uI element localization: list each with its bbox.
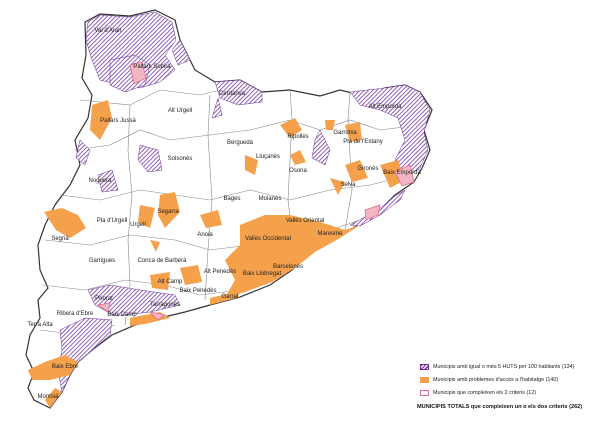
label-baix-camp: Baix Camp [107, 312, 137, 318]
label-val-daran: Val d'Aran [94, 28, 121, 34]
label-llucanes: Lluçanès [256, 154, 280, 160]
label-garraf: Garraf [221, 294, 238, 300]
region-labels: Val d'Aran Pallars Sobirà Alt Urgell Cer… [27, 28, 421, 400]
label-pla-durgell: Pla d'Urgell [97, 218, 128, 224]
legend-item-both: Municipis que compleixen els 2 criteris … [420, 386, 605, 399]
label-urgell: Urgell [130, 222, 146, 228]
label-ripolles: Ripollès [287, 134, 308, 140]
label-barcelones: Barcelonès [273, 264, 303, 270]
pink-outline-swatch-icon [420, 389, 429, 396]
label-alt-penedes: Alt Penedès [204, 269, 236, 275]
label-anoia: Anoia [197, 232, 213, 238]
label-garrotxa: Garrotxa [333, 130, 357, 136]
label-alt-urgell: Alt Urgell [168, 108, 192, 114]
label-pallars-sobira: Pallars Sobirà [133, 64, 171, 70]
label-pallars-jussa: Pallars Jussà [100, 118, 136, 124]
huts-regions [57, 11, 431, 393]
label-baix-emporda: Baix Empordà [383, 170, 421, 176]
label-valles-oriental: Vallès Oriental [286, 218, 325, 224]
map-legend: Municipis amb igual o més 5 HUTS per 100… [417, 360, 605, 410]
legend-label-both: Municipis que compleixen els 2 criteris … [433, 389, 537, 396]
label-solsones: Solsonès [168, 156, 193, 162]
label-osona: Osona [289, 168, 307, 174]
label-alt-emporda: Alt Empordà [368, 104, 402, 110]
label-garrigues: Garrigues [89, 258, 115, 264]
label-selva: Selva [340, 182, 356, 188]
label-baix-llobregat: Baix Llobregat [243, 271, 282, 277]
label-priorat: Priorat [95, 296, 113, 302]
label-cerdanya: Cerdanya [219, 91, 246, 97]
legend-item-acces: Municipis amb problemes d'accés a l'habi… [420, 373, 605, 386]
label-bergueda: Berguedà [227, 140, 254, 146]
label-valles-occidental: Vallès Occidental [245, 236, 291, 242]
legend-total: MUNICIPIS TOTALS que compleixen un o els… [417, 404, 583, 410]
label-montsia: Montsià [37, 394, 59, 400]
hatched-purple-swatch-icon [420, 363, 429, 370]
label-conca-de-barbera: Conca de Barberà [138, 258, 187, 264]
label-maresme: Maresme [317, 231, 343, 237]
label-segarra: Segarra [157, 209, 179, 215]
label-noguera: Noguera [88, 178, 112, 184]
label-tarragones: Tarragonès [150, 302, 180, 308]
label-bages: Bages [223, 196, 240, 202]
legend-label-huts: Municipis amb igual o més 5 HUTS per 100… [433, 363, 575, 370]
label-segria: Segrià [51, 236, 69, 242]
label-baix-ebre: Baix Ebre [52, 364, 79, 370]
orange-swatch-icon [420, 376, 429, 383]
label-baix-penedes: Baix Penedès [179, 288, 216, 294]
both-criteria-regions [96, 61, 415, 321]
legend-item-huts: Municipis amb igual o més 5 HUTS per 100… [420, 360, 605, 373]
label-girones: Gironès [357, 166, 378, 172]
label-terra-alta: Terra Alta [27, 322, 53, 328]
label-moianes: Moianès [259, 196, 282, 202]
label-ribera-debre: Ribera d'Ebre [57, 311, 94, 317]
acces-regions [28, 100, 405, 408]
label-pla-de-lestany: Pla de l'Estany [343, 139, 383, 145]
legend-label-acces: Municipis amb problemes d'accés a l'habi… [433, 376, 559, 383]
label-alt-camp: Alt Camp [158, 279, 183, 285]
